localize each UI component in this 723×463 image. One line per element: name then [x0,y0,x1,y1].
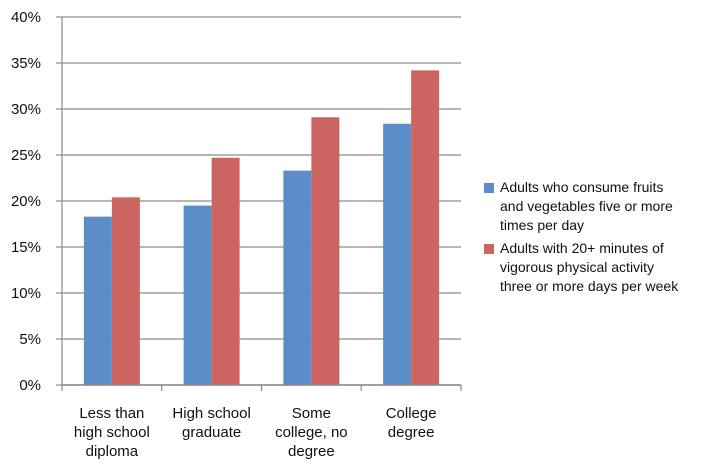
legend-label-line: times per day [500,217,585,233]
x-category-label: high school [74,424,150,441]
bar-series-2-cat-1 [111,197,140,385]
legend-label-line: Adults with 20+ minutes of [500,240,664,256]
legend-label-line: vigorous physical activity [500,259,655,275]
legend-label-line: and vegetables five or more [500,198,673,214]
x-category-label: degree [388,424,435,441]
y-tick-label: 0% [19,377,41,394]
legend-label-line: Adults who consume fruits [500,179,664,195]
y-tick-label: 10% [11,285,41,302]
legend-swatch [484,244,494,254]
bars [83,70,440,386]
y-tick-label: 40% [11,9,41,26]
x-category-label: college, no [275,424,348,441]
y-tick-label: 5% [19,331,41,348]
y-tick-label: 15% [11,239,41,256]
y-tick-label: 25% [11,147,41,164]
x-category-label: diploma [86,443,139,460]
legend-item-series-1: Adults who consume fruits and vegetables … [484,178,720,235]
legend-label-line: three or more days per week [500,278,679,294]
bar-series-1-cat-3 [283,170,312,385]
x-category-label: Less than [79,405,144,422]
bar-series-2-cat-3 [311,117,340,385]
x-category-label: Some [292,405,331,422]
y-tick-label: 20% [11,193,41,210]
x-category-label: High school [172,405,250,422]
bar-series-1-cat-2 [183,205,212,385]
y-tick-label: 35% [11,55,41,72]
legend-swatch [484,183,494,193]
x-category-label: College [386,405,437,422]
x-axis-category-labels: Less than high school diploma High school gr… [74,405,437,460]
legend-item-series-2: Adults with 20+ minutes of vigorous physi… [484,239,720,296]
x-category-label: degree [288,443,335,460]
x-category-label: graduate [182,424,241,441]
bar-series-1-cat-1 [83,216,112,385]
bar-series-2-cat-2 [211,157,240,385]
y-axis-tick-labels: 0% 5% 10% 15% 20% 25% 30% 35% 40% [11,9,41,394]
x-axis [61,384,462,391]
y-tick-label: 30% [11,101,41,118]
legend: Adults who consume fruits and vegetables … [484,178,720,296]
bar-series-2-cat-4 [411,70,440,386]
bar-series-1-cat-4 [383,123,412,385]
